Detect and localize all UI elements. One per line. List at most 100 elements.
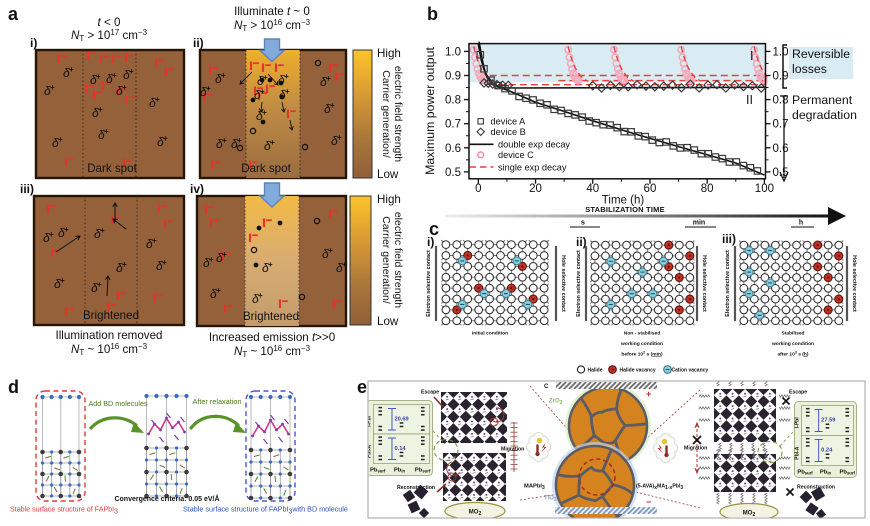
- svg-text:+: +: [129, 67, 134, 76]
- svg-text:δ: δ: [94, 227, 101, 241]
- svg-text:+: +: [258, 291, 263, 300]
- svg-text:δ: δ: [116, 261, 123, 275]
- svg-text:+: +: [97, 280, 102, 289]
- svg-text:Low: Low: [377, 168, 399, 181]
- svg-text:δ: δ: [52, 136, 59, 150]
- svg-text:+: +: [222, 136, 227, 145]
- svg-text:Carrier generation/: Carrier generation/: [380, 70, 392, 158]
- svg-text:Convergence criteria: 0.05 eV/: Convergence criteria: 0.05 eV/Å: [114, 494, 219, 503]
- svg-text:1.0: 1.0: [773, 46, 789, 58]
- svg-text:+: +: [69, 65, 74, 74]
- svg-text:δ: δ: [123, 68, 130, 82]
- svg-text:I-PbI: I-PbI: [367, 415, 373, 426]
- svg-text:i): i): [30, 36, 37, 50]
- svg-text:+: +: [222, 250, 227, 259]
- svg-text:+: +: [50, 83, 55, 92]
- svg-text:δ: δ: [157, 135, 164, 149]
- svg-text:0.6: 0.6: [445, 143, 461, 155]
- svg-text:+: +: [209, 255, 214, 264]
- svg-text:δ: δ: [156, 259, 163, 273]
- svg-text:+: +: [330, 101, 335, 110]
- svg-text:ii): ii): [193, 36, 204, 50]
- svg-text:iii): iii): [20, 182, 34, 196]
- svg-text:+: +: [284, 72, 289, 81]
- svg-text:0.5: 0.5: [445, 167, 461, 179]
- svg-text:δ: δ: [58, 226, 65, 240]
- svg-text:I: I: [750, 49, 753, 63]
- svg-text:Electron selective contact: Electron selective contact: [426, 250, 432, 317]
- svg-text:TiO2: TiO2: [544, 496, 557, 504]
- svg-text:δ: δ: [106, 72, 113, 86]
- svg-text:δ: δ: [278, 73, 285, 87]
- svg-text:min: min: [693, 220, 705, 227]
- svg-text:δ: δ: [264, 139, 271, 153]
- svg-text:Non - stabilised: Non - stabilised: [624, 331, 660, 337]
- svg-text:+: +: [342, 260, 347, 269]
- svg-text:Hole selective contact: Hole selective contact: [851, 255, 857, 312]
- svg-text:δ: δ: [63, 66, 70, 80]
- svg-text:PbI-A: PbI-A: [795, 446, 801, 459]
- svg-text:Escape: Escape: [789, 390, 807, 396]
- svg-text:STABILIZATION TIME: STABILIZATION TIME: [585, 205, 665, 214]
- svg-text:+: +: [58, 135, 63, 144]
- svg-text:Stabilised: Stabilised: [781, 331, 804, 337]
- svg-text:degradation: degradation: [792, 108, 857, 122]
- svg-text:δ: δ: [336, 261, 343, 275]
- svg-text:c: c: [429, 219, 439, 239]
- svg-text:Increased emission t>>0: Increased emission t>>0: [209, 331, 335, 344]
- svg-text:+: +: [270, 138, 275, 147]
- svg-text:(5-AVA)xMA1-xPbI3: (5-AVA)xMA1-xPbI3: [636, 484, 683, 492]
- svg-text:Electron selective contact: Electron selective contact: [576, 250, 582, 317]
- svg-text:20.69: 20.69: [394, 416, 408, 422]
- svg-text:ii): ii): [576, 235, 587, 249]
- svg-text:δ: δ: [262, 261, 269, 275]
- svg-text:+: +: [216, 286, 221, 295]
- svg-text:Dark spot: Dark spot: [87, 162, 137, 175]
- svg-text:Halide: Halide: [588, 367, 603, 373]
- svg-text:+: +: [98, 105, 103, 114]
- svg-text:0.6: 0.6: [773, 143, 789, 155]
- svg-text:+: +: [260, 87, 265, 96]
- svg-text:Carrier generation/: Carrier generation/: [380, 216, 392, 304]
- svg-text:t < 0: t < 0: [98, 16, 121, 29]
- svg-text:δ: δ: [200, 85, 207, 99]
- svg-text:Permanent: Permanent: [792, 93, 853, 107]
- svg-text:Migration: Migration: [684, 446, 707, 452]
- svg-text:δ: δ: [216, 137, 223, 151]
- svg-text:Add BD molecules: Add BD molecules: [88, 399, 148, 408]
- svg-text:MAPbI3: MAPbI3: [524, 484, 545, 492]
- svg-text:0: 0: [475, 183, 481, 195]
- svg-text:δ: δ: [324, 102, 331, 116]
- svg-text:+: +: [100, 226, 105, 235]
- svg-text:+: +: [64, 225, 69, 234]
- svg-text:Illuminate t ~ 0: Illuminate t ~ 0: [234, 5, 310, 18]
- svg-text:δ: δ: [254, 88, 261, 102]
- svg-text:δ: δ: [252, 292, 259, 306]
- svg-text:+: +: [328, 246, 333, 255]
- svg-text:1.0: 1.0: [445, 46, 461, 58]
- svg-text:δ: δ: [215, 72, 222, 86]
- svg-text:+: +: [206, 84, 211, 93]
- svg-text:Maximum power output: Maximum power output: [423, 47, 437, 175]
- svg-text:20: 20: [529, 183, 542, 195]
- svg-text:after 103 s (h): after 103 s (h): [777, 351, 808, 358]
- svg-text:I-PbI: I-PbI: [795, 417, 801, 428]
- svg-text:Stable surface structure of FA: Stable surface structure of FAPbI3: [10, 506, 118, 516]
- svg-text:a: a: [8, 4, 19, 24]
- svg-text:before 102 s (min): before 102 s (min): [621, 351, 663, 358]
- svg-text:0.9: 0.9: [773, 71, 789, 83]
- svg-text:δ: δ: [231, 137, 238, 151]
- svg-text:80: 80: [701, 183, 714, 195]
- svg-text:device B: device B: [491, 127, 526, 137]
- svg-text:δ: δ: [98, 128, 105, 142]
- svg-text:ZrO2: ZrO2: [549, 399, 563, 407]
- svg-text:+: +: [104, 127, 109, 136]
- svg-text:Hole selective contact: Hole selective contact: [701, 255, 707, 312]
- svg-text:Brightened: Brightened: [243, 310, 299, 323]
- svg-text:MO2: MO2: [469, 510, 482, 518]
- svg-text:NT ~ 1016 cm−3: NT ~ 1016 cm−3: [234, 344, 311, 359]
- svg-text:h: h: [799, 220, 803, 227]
- svg-text:High: High: [377, 193, 401, 206]
- svg-text:+: +: [326, 74, 331, 83]
- svg-text:+: +: [112, 71, 117, 80]
